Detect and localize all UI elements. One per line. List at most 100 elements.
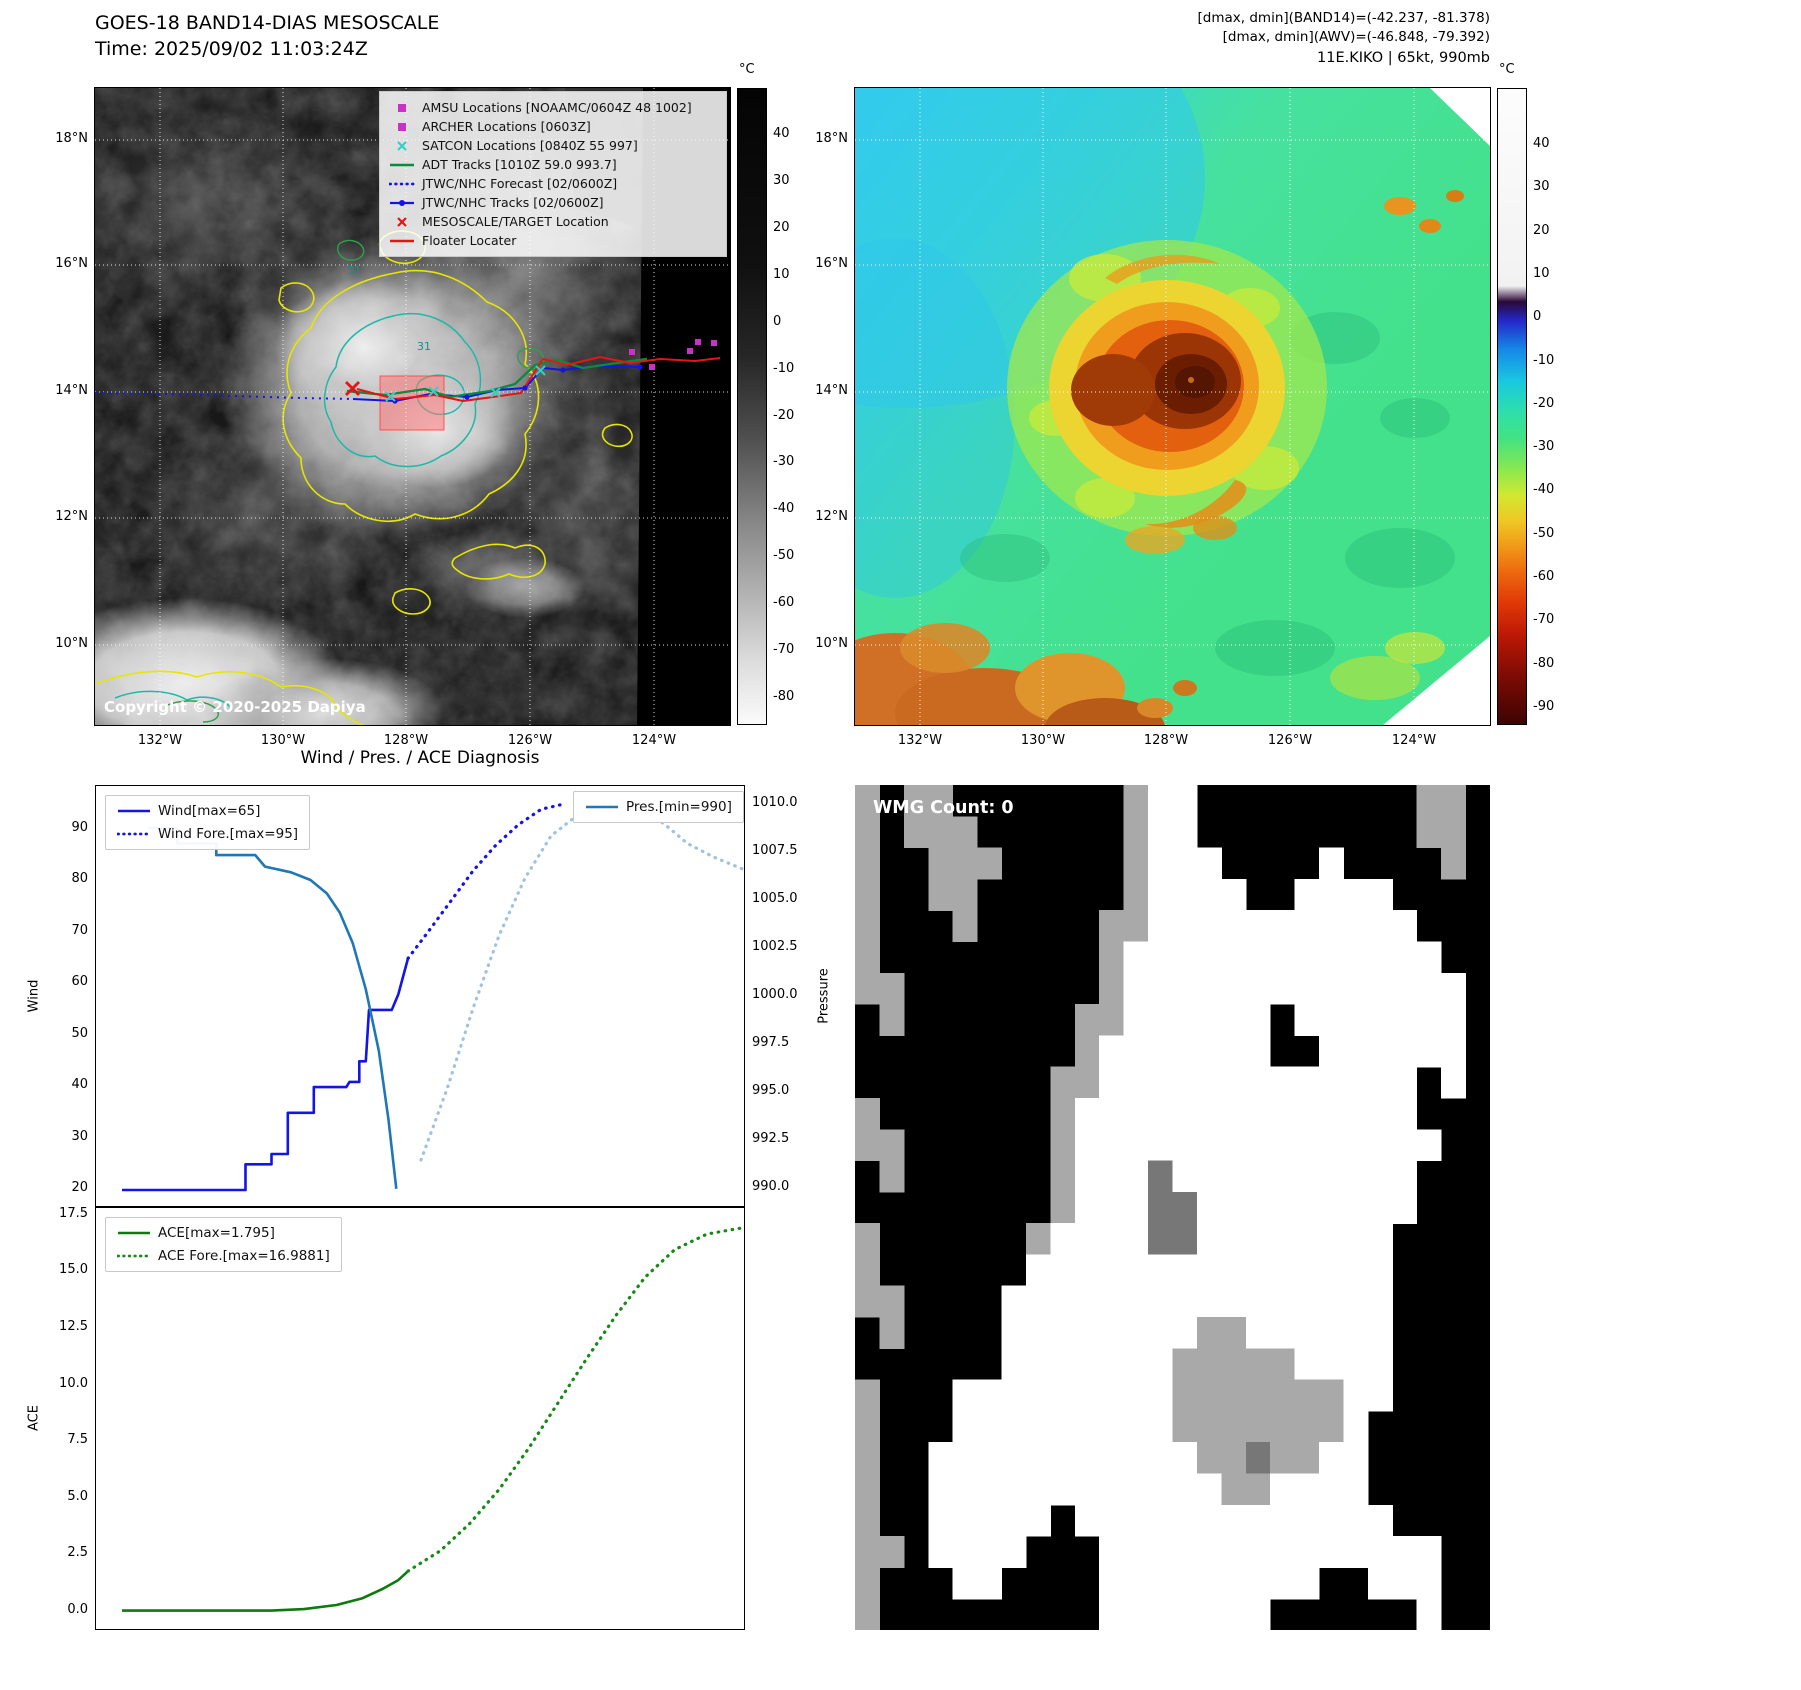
wmg-cell (952, 1410, 978, 1443)
wmg-cell (1416, 816, 1442, 849)
wmg-cell (1025, 1379, 1051, 1412)
wmg-cell (1099, 1035, 1125, 1068)
wmg-cell (1343, 1129, 1369, 1162)
wmg-cell (1343, 1004, 1369, 1036)
colorbar-tick-label: 10 (1533, 265, 1550, 281)
target-x-marker (345, 381, 360, 396)
colorbar-tick-label: -70 (1533, 612, 1555, 628)
wmg-cell (855, 785, 880, 817)
legend-item-label: JTWC/NHC Tracks [02/0600Z] (422, 195, 604, 210)
wmg-cell (1221, 910, 1247, 943)
wmg-cell (1245, 1317, 1271, 1349)
wmg-cell (1099, 1223, 1125, 1256)
wmg-cell (1123, 941, 1149, 974)
wmg-cell (928, 785, 954, 817)
wmg-cell (1319, 1004, 1344, 1036)
lon-tick-label: 124°W (631, 733, 677, 748)
wmg-cell (1319, 1442, 1344, 1475)
wmg-cell (1416, 1129, 1442, 1162)
wmg-cell (855, 1410, 880, 1443)
dotted-marker-icon (117, 832, 151, 836)
wmg-cell (1270, 1317, 1296, 1349)
wmg-cell (1099, 910, 1125, 943)
legend-item: Floater Locater (389, 233, 717, 248)
wmg-cell (1294, 1160, 1320, 1193)
axis-tick-label: 12.5 (59, 1319, 88, 1335)
wmg-cell (1123, 878, 1149, 911)
colorbar-tick-label: -80 (773, 689, 795, 705)
axis-tick-label: 997.5 (752, 1034, 790, 1050)
wmg-cell (1343, 1410, 1369, 1443)
wmg-cell (1123, 1348, 1149, 1381)
wmg-cell (952, 878, 978, 911)
wmg-cell (1123, 1129, 1149, 1162)
wmg-cell (1099, 941, 1125, 974)
wmg-cell (1343, 1191, 1369, 1224)
wmg-cell (1270, 972, 1296, 1005)
colorbar-tick-label: -20 (1533, 395, 1555, 411)
colorbar-tick-label: 30 (1533, 179, 1550, 195)
wmg-cell (1099, 1066, 1125, 1099)
wmg-cell (1270, 1160, 1296, 1193)
axis-tick-label: 2.5 (67, 1545, 88, 1561)
wmg-cell (1148, 1191, 1173, 1224)
wmg-cell (1172, 1504, 1198, 1537)
wmg-cell (1196, 1567, 1222, 1600)
wmg-cell (855, 1567, 880, 1600)
wmg-cell (1050, 1348, 1076, 1381)
axis-tick-label: 15.0 (59, 1262, 88, 1278)
satcon-x-markers (385, 365, 546, 402)
wmg-cell (1196, 1191, 1222, 1224)
legend-item-label: ARCHER Locations [0603Z] (422, 119, 591, 134)
wmg-cell (1148, 1536, 1173, 1569)
wmg-cell (1294, 1285, 1320, 1318)
wmg-cell (855, 816, 880, 849)
wmg-cell (1001, 1410, 1027, 1443)
wmg-cell (1392, 1004, 1418, 1036)
wmg-cell (1245, 1097, 1271, 1130)
wmg-cell (1196, 1536, 1222, 1569)
wmg-cell (977, 1410, 1003, 1443)
wmg-cell (1172, 1035, 1198, 1068)
lon-tick-label: 128°W (383, 733, 429, 748)
wmg-cell (1025, 1473, 1051, 1506)
wmg-cell (1196, 1129, 1222, 1162)
wmg-cell (1123, 1410, 1149, 1443)
wmg-cell (1343, 1285, 1369, 1318)
axis-tick-label: 1005.0 (752, 891, 798, 907)
wmg-cell (1367, 1567, 1393, 1600)
wmg-cell (1416, 1035, 1442, 1068)
wmg-cell (1074, 1317, 1100, 1349)
wmg-cell (1367, 1348, 1393, 1381)
wmg-cell (1416, 1598, 1442, 1630)
wmg-cell (1196, 1254, 1222, 1287)
wmg-cell (1196, 1317, 1222, 1349)
wmg-cell (1074, 1410, 1100, 1443)
band14-colorbar (737, 88, 767, 725)
lat-tick-label: 12°N (815, 509, 848, 524)
wmg-cell (1319, 1035, 1344, 1068)
wmg-cell (1343, 1254, 1369, 1287)
wmg-cell (1050, 1317, 1076, 1349)
wmg-cell (1074, 1004, 1100, 1036)
wmg-cell (1172, 1473, 1198, 1506)
wmg-cell (1441, 816, 1467, 849)
wmg-cell (1172, 847, 1198, 880)
wmg-cell (855, 910, 880, 943)
wmg-panel: WMG Count: 0 (855, 785, 1490, 1630)
wmg-cell (1270, 1097, 1296, 1130)
wmg-cell (1294, 878, 1320, 911)
wmg-cell (1367, 1066, 1393, 1099)
wmg-cell (1343, 1348, 1369, 1381)
wmg-cell (1196, 1598, 1222, 1630)
wmg-cell (1074, 1223, 1100, 1256)
wmg-cell (1123, 1379, 1149, 1412)
wmg-cell (1196, 972, 1222, 1005)
legend-item: ACE[max=1.795] (117, 1225, 330, 1241)
storm-id-label: 11E.KIKO | 65kt, 990mb (1317, 50, 1490, 66)
wmg-cell (977, 1504, 1003, 1537)
legend-item: ACE Fore.[max=16.9881] (117, 1248, 330, 1264)
wmg-cell (1099, 1410, 1125, 1443)
wmg-cell (1367, 1191, 1393, 1224)
wmg-cell (1148, 1598, 1173, 1630)
